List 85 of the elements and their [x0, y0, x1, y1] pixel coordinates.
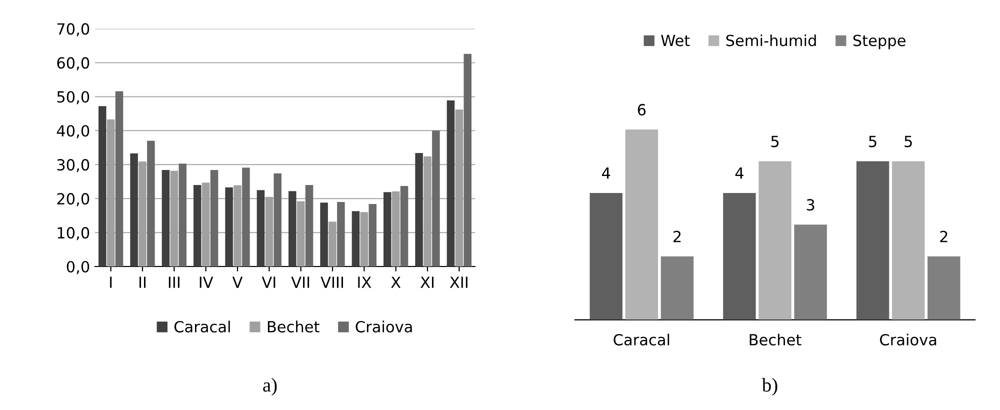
text: a) [263, 378, 277, 396]
bar [392, 191, 400, 266]
x-tick-label: Caracal [614, 334, 670, 346]
bar [446, 100, 455, 266]
bar [147, 140, 155, 266]
bar [337, 202, 345, 266]
bar [400, 186, 408, 266]
bar [202, 182, 210, 266]
x-tick-label: XI [420, 276, 434, 288]
legend-label: Bechet [268, 320, 320, 332]
bar [892, 161, 925, 320]
bar [115, 91, 124, 266]
bar [288, 191, 296, 266]
bar [178, 164, 186, 266]
x-tick-label: V [232, 276, 243, 288]
bar [138, 162, 146, 266]
bar [928, 256, 960, 320]
data-label: 6 [638, 104, 646, 116]
bar [856, 161, 890, 320]
bar [424, 156, 432, 266]
bar [106, 119, 115, 266]
bar [590, 192, 622, 320]
data-label: 3 [806, 199, 814, 211]
x-tick-label: VII [291, 276, 310, 288]
y-tick-label: 40,0 [56, 125, 90, 138]
x-tick-label: Craiova [880, 334, 936, 346]
bar [242, 168, 250, 266]
x-tick-label: I [110, 276, 112, 288]
data-label: 5 [869, 136, 876, 148]
bar [130, 153, 138, 266]
bar [464, 54, 472, 266]
y-tick-label: 60,0 [57, 57, 90, 70]
bar [256, 190, 265, 266]
bar [455, 110, 464, 266]
bar [384, 192, 392, 266]
data-label: 5 [771, 136, 779, 148]
bar [210, 170, 218, 266]
bar [723, 192, 756, 320]
text: b) [762, 378, 778, 396]
x-tick-label: IX [358, 276, 372, 288]
y-tick-label: 10,0 [58, 226, 90, 240]
x-tick-label: X [391, 276, 401, 288]
bar [352, 211, 360, 266]
bar [98, 106, 106, 266]
legend-label: Semi-humid [726, 34, 816, 46]
y-tick-label: 20,0 [57, 193, 90, 206]
bar [296, 201, 305, 266]
legend-label: Craiova [356, 320, 412, 332]
y-tick-label: 70,0 [57, 23, 90, 36]
data-label: 4 [602, 168, 610, 179]
data-label: 4 [735, 168, 744, 179]
y-tick-label: 50,0 [57, 91, 90, 104]
legend-label: Wet [661, 34, 690, 46]
data-label: 2 [940, 230, 948, 242]
bar [234, 185, 242, 266]
bar [368, 204, 376, 266]
bar [170, 170, 178, 266]
bar [225, 187, 233, 266]
bar [432, 130, 440, 266]
bar [625, 130, 658, 320]
bar [415, 153, 423, 266]
x-tick-label: VIII [320, 276, 343, 288]
x-tick-label: Bechet [750, 334, 802, 346]
bar [794, 224, 827, 320]
legend-label: Steppe [853, 34, 906, 50]
y-tick-label: 30,0 [57, 159, 90, 172]
data-label: 2 [673, 230, 681, 242]
bar [194, 184, 202, 266]
bar [265, 196, 274, 266]
x-tick-label: VI [262, 276, 276, 288]
bar [162, 170, 170, 266]
bar [758, 161, 792, 320]
x-tick-label: IV [200, 276, 214, 288]
x-tick-label: III [168, 276, 180, 288]
y-tick-label: 0,0 [66, 260, 90, 274]
bar [660, 256, 694, 320]
bar [320, 202, 328, 266]
bar [274, 173, 282, 266]
data-label: 5 [904, 136, 912, 148]
x-tick-label: XII [450, 276, 468, 288]
bar [360, 212, 368, 266]
bar [305, 184, 314, 266]
legend-label: Caracal [174, 320, 230, 332]
bar [328, 222, 336, 266]
x-tick-label: II [139, 276, 146, 288]
